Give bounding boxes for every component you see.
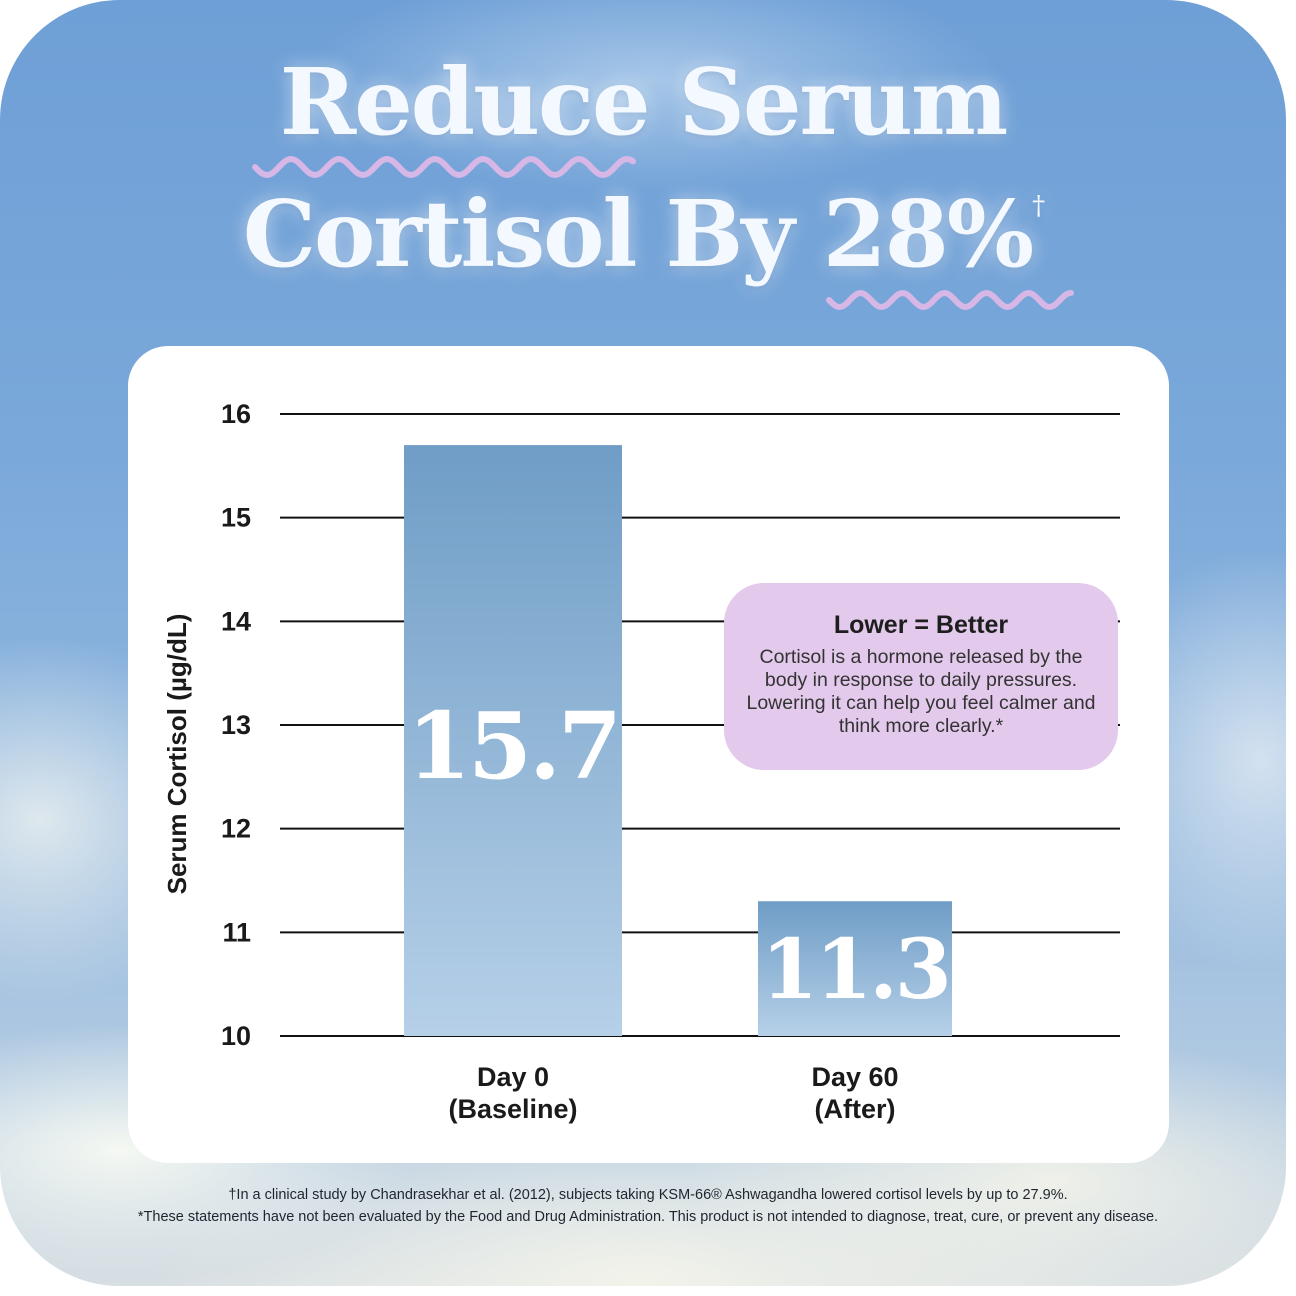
- footnote-fda-disclaimer: *These statements have not been evaluate…: [137, 1209, 1159, 1225]
- footnote-study: †In a clinical study by Chandrasekhar et…: [228, 1187, 1068, 1203]
- x-category-label-0-1: (Baseline): [448, 1094, 577, 1124]
- bar-chart: 16 15 14 13 12 11 10 Serum Cortisol (µg/dL) 15.7…: [162, 399, 1120, 1124]
- squiggle-underline-percent: [826, 289, 1074, 311]
- y-tick-label-12: 12: [221, 814, 251, 844]
- bars: [404, 445, 952, 1037]
- y-tick-label-14: 14: [221, 606, 251, 636]
- callout-box: Lower = Better Cortisol is a hormone rel…: [724, 583, 1118, 770]
- x-category-label-1-0: Day 60: [811, 1062, 898, 1092]
- headline-line-2-prefix: Cortisol By: [242, 180, 823, 288]
- y-tick-label-15: 15: [221, 503, 251, 533]
- squiggle-underline-serum: [252, 155, 636, 179]
- callout-title: Lower = Better: [833, 611, 1009, 639]
- labels: 16 15 14 13 12 11 10 Serum Cortisol (µg/dL) 15.7…: [162, 399, 952, 1124]
- headline-line-1: Reduce Serum: [0, 48, 1286, 156]
- x-category-label-0-0: Day 0: [477, 1062, 549, 1092]
- callout-body: Cortisol is a hormone released by the bo…: [746, 646, 1096, 737]
- headline-line-2: Cortisol By 28%†: [0, 180, 1286, 288]
- chart-card: 16 15 14 13 12 11 10 Serum Cortisol (µg/dL) 15.7…: [128, 346, 1169, 1163]
- y-tick-label-10: 10: [221, 1021, 251, 1051]
- y-axis-title: Serum Cortisol (µg/dL): [162, 614, 192, 895]
- y-tick-label-11: 11: [222, 917, 251, 947]
- headline-line-1-text: Reduce Serum: [279, 48, 1008, 156]
- bar-0: [404, 445, 622, 1037]
- y-tick-label-13: 13: [221, 710, 251, 740]
- bar-value-label-1: 11.3: [761, 922, 949, 1018]
- bar-1: [758, 901, 952, 1036]
- y-tick-label-16: 16: [221, 399, 251, 429]
- bar-value-label-0: 15.7: [407, 692, 619, 800]
- headline-highlight-percent: 28%: [822, 180, 1034, 288]
- footnotes: †In a clinical study by Chandrasekhar et…: [0, 1184, 1286, 1228]
- x-category-label-1-1: (After): [815, 1094, 896, 1124]
- headline-dagger: †: [1032, 191, 1045, 221]
